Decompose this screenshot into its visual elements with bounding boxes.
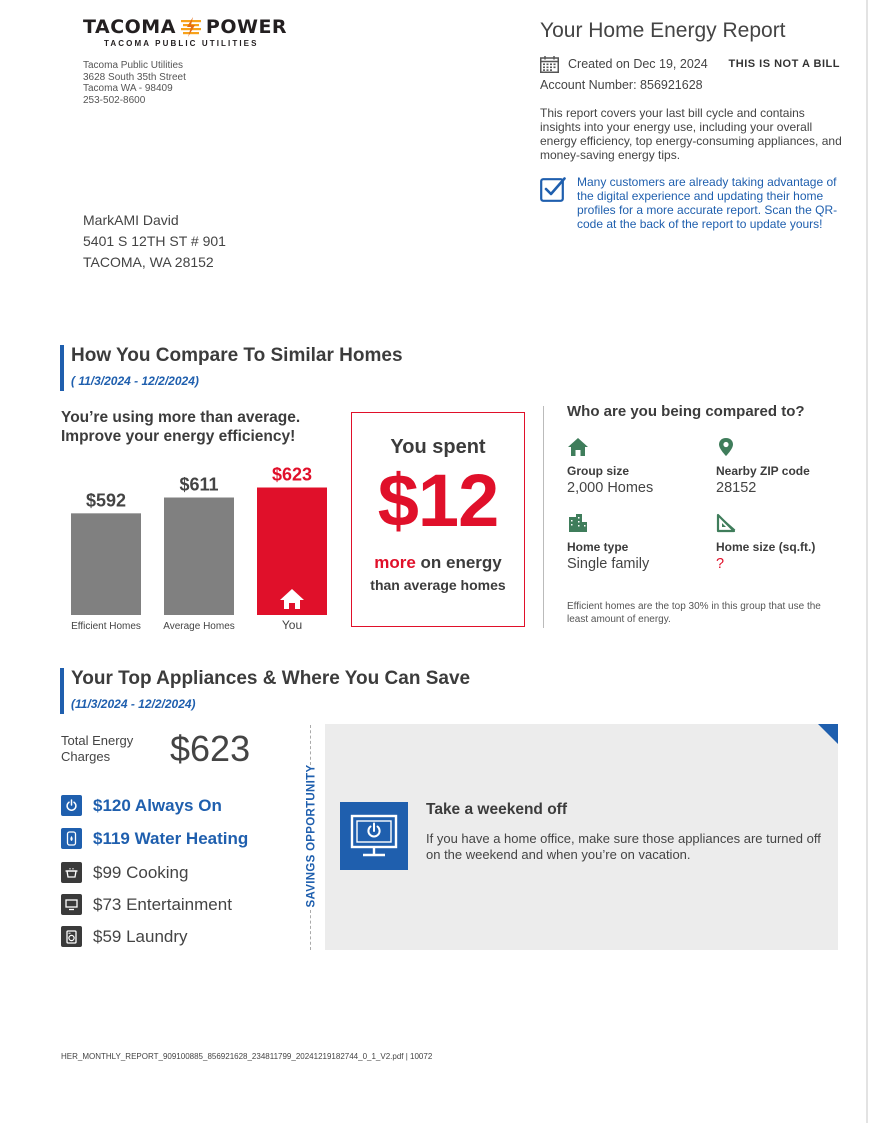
- compare-section-dates: ( 11/3/2024 - 12/2/2024): [71, 374, 199, 388]
- group-size-label: Group size: [567, 464, 630, 478]
- you-house-icon: [280, 589, 304, 609]
- compare-section-bar: [60, 345, 64, 391]
- checkbox-icon: [540, 177, 566, 202]
- spent-than-line: than average homes: [370, 577, 506, 593]
- appliance-label: $120 Always On: [93, 795, 222, 815]
- cooking-pot-icon: [61, 862, 82, 883]
- utility-street: 3628 South 35th Street: [83, 71, 186, 83]
- home-type-label: Home type: [567, 540, 629, 554]
- savings-dashed-line-top: [310, 725, 311, 765]
- washer-icon: [61, 926, 82, 947]
- zip-code-value: 28152: [716, 480, 757, 496]
- spent-more-box: You spent $12 more on energy than averag…: [351, 412, 525, 627]
- utility-city: Tacoma WA - 98409: [83, 83, 173, 94]
- total-label-line1: Total Energy: [61, 733, 134, 748]
- ruler-triangle-icon: [716, 513, 736, 533]
- bar-average-homes: [164, 497, 234, 615]
- buildings-icon: [569, 514, 587, 532]
- spent-amount: $12: [377, 459, 499, 542]
- logo-bolt-icon: [180, 17, 201, 37]
- utility-name: Tacoma Public Utilities: [83, 60, 184, 71]
- location-pin-icon: [719, 438, 733, 456]
- customer-street: 5401 S 12TH ST # 901: [83, 233, 226, 249]
- created-row: Created on Dec 19, 2024 THIS IS NOT A BI…: [540, 55, 840, 73]
- logo-subtitle: TACOMA PUBLIC UTILITIES: [104, 39, 259, 48]
- appliance-label: $73 Entertainment: [93, 894, 232, 914]
- house-icon: [568, 438, 588, 456]
- logo-left-word: TACOMA: [83, 16, 176, 38]
- appliance-row-water-heating: $119 Water Heating: [61, 828, 248, 849]
- appliance-row-laundry: $59 Laundry: [61, 926, 188, 947]
- group-size-value: 2,000 Homes: [567, 480, 654, 496]
- report-description: This report covers your last bill cycle …: [540, 106, 842, 162]
- usage-message-line1: You’re using more than average.: [61, 409, 301, 426]
- appliance-label: $99 Cooking: [93, 862, 189, 882]
- bar-value-label: $623: [272, 465, 312, 485]
- utility-address: Tacoma Public Utilities 3628 South 35th …: [83, 60, 186, 106]
- digital-experience-note: Many customers are already taking advant…: [540, 175, 845, 231]
- home-office-monitor-icon: [340, 802, 408, 870]
- appliances-section-dates: (11/3/2024 - 12/2/2024): [71, 697, 196, 711]
- not-a-bill-notice: THIS IS NOT A BILL: [728, 58, 840, 70]
- savings-dashed-line-bottom: [310, 910, 311, 950]
- tip-title: Take a weekend off: [426, 801, 567, 818]
- spent-more-line: more on energy: [352, 553, 524, 573]
- customer-name: MarkAMI David: [83, 212, 179, 228]
- bar-efficient-homes: [71, 513, 141, 615]
- compare-section-title: How You Compare To Similar Homes: [71, 345, 403, 366]
- bar-category-label: Efficient Homes: [71, 621, 141, 632]
- savings-tip-panel: Take a weekend off If you have a home of…: [325, 724, 838, 950]
- digital-note-text: Many customers are already taking advant…: [577, 175, 838, 231]
- zip-code-label: Nearby ZIP code: [716, 464, 810, 478]
- water-heater-icon: [61, 828, 82, 849]
- spent-label: You spent: [390, 436, 486, 458]
- total-charges-label: Total Energy Charges: [61, 733, 133, 765]
- page-edge-line: [866, 0, 868, 1123]
- appliance-row-always-on: $120 Always On: [61, 795, 222, 816]
- report-title: Your Home Energy Report: [540, 19, 786, 42]
- bar-category-label: You: [282, 618, 302, 632]
- bar-value-label: $611: [179, 475, 218, 495]
- appliances-section-title: Your Top Appliances & Where You Can Save: [71, 668, 471, 689]
- home-type-value: Single family: [567, 556, 650, 572]
- home-size-value: ?: [716, 556, 725, 572]
- group-size-item: Group size 2,000 Homes: [567, 437, 653, 496]
- savings-opportunity-text: SAVINGS OPPORTUNITY: [305, 764, 317, 908]
- tip-corner-flag: [818, 724, 838, 744]
- appliances-section-bar: [60, 668, 64, 714]
- usage-message: You’re using more than average. Improve …: [61, 408, 300, 446]
- who-compared-title: Who are you being compared to?: [567, 403, 805, 420]
- home-comparison-bar-chart: $592 Efficient Homes $611 Average Homes $623…: [71, 465, 327, 632]
- appliance-label: $59 Laundry: [93, 926, 188, 946]
- utility-phone: 253-502-8600: [83, 94, 146, 106]
- power-icon: [61, 795, 82, 816]
- customer-address: MarkAMI David 5401 S 12TH ST # 901 TACOM…: [83, 210, 226, 273]
- tip-body: If you have a home office, make sure tho…: [426, 831, 821, 862]
- tv-icon: [61, 894, 82, 915]
- report-file-footer: HER_MONTHLY_REPORT_909100885_856921628_2…: [61, 1052, 433, 1061]
- efficient-homes-footnote: Efficient homes are the top 30% in this …: [567, 601, 821, 625]
- spent-more-rest: on energy: [415, 553, 502, 572]
- spent-more-word: more: [374, 553, 416, 572]
- tacoma-power-logo: TACOMA POWER TACOMA PUBLIC UTILITIES: [83, 16, 287, 48]
- home-type-item: Home type Single family: [567, 513, 649, 572]
- bar-category-label: Average Homes: [163, 621, 235, 632]
- usage-message-line2: Improve your energy efficiency!: [61, 428, 296, 445]
- appliance-label: $119 Water Heating: [93, 828, 249, 848]
- bar-value-label: $592: [86, 490, 126, 510]
- calendar-icon: [540, 55, 559, 73]
- compare-divider: [543, 406, 544, 628]
- logo-right-word: POWER: [205, 16, 288, 38]
- home-size-label: Home size (sq.ft.): [716, 540, 816, 554]
- total-label-line2: Charges: [61, 749, 111, 764]
- zip-code-item: Nearby ZIP code 28152: [716, 437, 810, 496]
- appliance-row-cooking: $99 Cooking: [61, 862, 188, 883]
- customer-city: TACOMA, WA 28152: [83, 254, 214, 270]
- savings-opportunity-label: SAVINGS OPPORTUNITY: [301, 763, 321, 909]
- total-charges-amount: $623: [170, 728, 251, 769]
- created-date: Created on Dec 19, 2024: [568, 57, 708, 71]
- appliance-row-entertainment: $73 Entertainment: [61, 894, 232, 915]
- account-number: Account Number: 856921628: [540, 78, 703, 92]
- home-size-item: Home size (sq.ft.) ?: [716, 513, 815, 572]
